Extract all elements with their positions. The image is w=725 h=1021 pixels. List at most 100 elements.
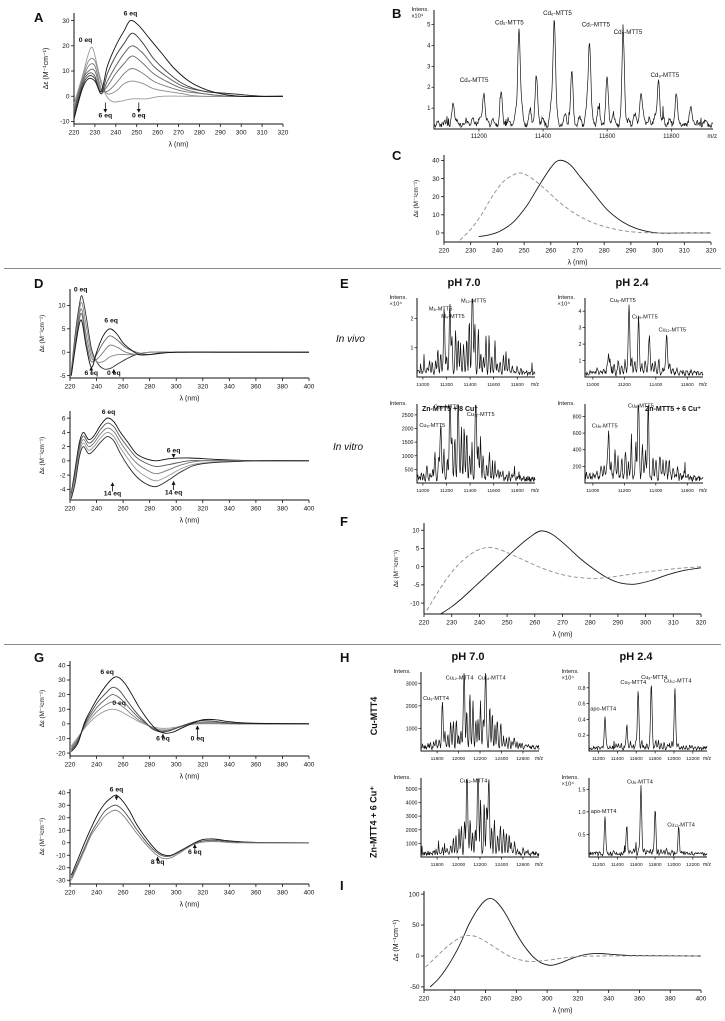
svg-text:320: 320 — [197, 762, 208, 769]
svg-text:5: 5 — [416, 546, 420, 553]
svg-text:300: 300 — [171, 506, 182, 513]
svg-text:30: 30 — [58, 677, 66, 684]
svg-text:11600: 11600 — [487, 488, 500, 494]
svg-text:10: 10 — [58, 827, 66, 834]
svg-text:0: 0 — [62, 840, 66, 847]
svg-text:5: 5 — [427, 23, 431, 29]
svg-text:2000: 2000 — [406, 828, 418, 834]
svg-text:12600: 12600 — [516, 862, 530, 868]
svg-text:11600: 11600 — [681, 488, 694, 494]
svg-text:220: 220 — [439, 248, 450, 255]
svg-text:600: 600 — [573, 431, 582, 437]
svg-text:340: 340 — [224, 384, 235, 391]
svg-text:0 eq: 0 eq — [74, 286, 88, 293]
svg-text:Intens.: Intens. — [390, 401, 408, 407]
svg-text:11400: 11400 — [611, 756, 624, 762]
svg-text:Cu₁₂-MTT5: Cu₁₂-MTT5 — [467, 412, 495, 418]
svg-text:340: 340 — [224, 506, 235, 513]
panel-e-mass-invivo-ph24: 11000 11200 11400 11600 1 2 3 4 m/z Intens.×10⁴ Cu… — [558, 295, 708, 388]
svg-text:0.8: 0.8 — [578, 686, 585, 692]
svg-text:0: 0 — [416, 564, 420, 571]
panel-label-a: A — [34, 10, 44, 25]
svg-text:4000: 4000 — [406, 801, 418, 807]
panel-c-cd-spectrum: 220 230 240 250 260 270 280 290 300 310 320 0 10 20 30… — [413, 155, 717, 266]
svg-text:310: 310 — [679, 248, 690, 255]
svg-text:310: 310 — [257, 130, 268, 137]
panel-h-mass-znmtt4-ph7: 11800 12000 12200 12400 12600 1000 2000 3000 400… — [394, 775, 544, 868]
svg-text:220: 220 — [65, 506, 76, 513]
svg-text:x10⁴: x10⁴ — [412, 13, 424, 20]
svg-text:Δε (M⁻¹cm⁻¹): Δε (M⁻¹cm⁻¹) — [39, 818, 46, 855]
panel-h-ph7-header: pH 7.0 — [451, 651, 485, 663]
svg-text:340: 340 — [603, 996, 614, 1003]
svg-text:m/z: m/z — [703, 862, 712, 868]
svg-text:12400: 12400 — [495, 756, 509, 762]
svg-text:2: 2 — [411, 316, 414, 322]
svg-text:-5: -5 — [414, 582, 420, 589]
svg-text:14 eq: 14 eq — [165, 489, 182, 496]
svg-text:240: 240 — [91, 384, 102, 391]
panel-a-cd-spectrum: 220 230 240 250 260 270 280 290 300 310 320 -10 0 10 2… — [43, 11, 289, 149]
svg-text:30: 30 — [62, 18, 70, 25]
svg-text:11200: 11200 — [440, 382, 453, 388]
svg-text:-10: -10 — [410, 600, 420, 607]
svg-text:220: 220 — [65, 762, 76, 769]
svg-text:320: 320 — [572, 996, 583, 1003]
svg-text:11000: 11000 — [416, 382, 429, 388]
svg-text:Cd₆-MTT5: Cd₆-MTT5 — [543, 10, 572, 17]
svg-text:0 eq: 0 eq — [132, 112, 146, 119]
svg-text:×10⁴: ×10⁴ — [562, 675, 575, 682]
svg-text:×10⁴: ×10⁴ — [390, 301, 403, 308]
svg-text:Cu₈-MTT5: Cu₈-MTT5 — [419, 423, 445, 429]
panel-e-mass-invitro-ph7: 11000 11200 11400 11600 11800 500 1000 1500 2000… — [390, 401, 540, 494]
panel-label-g: G — [34, 650, 45, 665]
svg-text:λ (nm): λ (nm) — [169, 142, 189, 149]
svg-text:11200: 11200 — [592, 862, 605, 868]
svg-text:1.0: 1.0 — [578, 810, 585, 816]
svg-text:11600: 11600 — [599, 134, 616, 140]
panel-f-cd-spectrum: 220 230 240 250 260 270 280 290 300 310 320 -10 -5 0 5… — [393, 523, 707, 638]
svg-text:220: 220 — [69, 130, 80, 137]
svg-text:Cd₉-MTT5: Cd₉-MTT5 — [651, 72, 680, 79]
svg-text:3: 3 — [579, 326, 582, 332]
svg-text:11400: 11400 — [649, 382, 662, 388]
svg-text:1: 1 — [579, 359, 582, 365]
svg-text:m/z: m/z — [699, 488, 708, 494]
svg-text:30: 30 — [58, 802, 66, 809]
svg-text:4: 4 — [427, 43, 431, 49]
svg-text:300: 300 — [236, 130, 247, 137]
svg-text:0: 0 — [416, 953, 420, 960]
svg-text:12200: 12200 — [473, 756, 487, 762]
svg-text:4: 4 — [62, 430, 66, 437]
svg-text:290: 290 — [612, 620, 623, 627]
svg-text:0: 0 — [62, 458, 66, 465]
svg-text:30: 30 — [432, 176, 440, 183]
svg-text:340: 340 — [224, 762, 235, 769]
svg-text:6: 6 — [62, 415, 66, 422]
svg-text:10: 10 — [58, 303, 66, 310]
svg-text:Cu₉-MTT5: Cu₉-MTT5 — [632, 315, 658, 321]
svg-text:12200: 12200 — [686, 756, 700, 762]
svg-text:Cu₁₂-MTT4: Cu₁₂-MTT4 — [667, 822, 695, 828]
svg-text:apo-MTT4: apo-MTT4 — [591, 809, 617, 815]
svg-text:230: 230 — [446, 620, 457, 627]
svg-text:11400: 11400 — [464, 382, 477, 388]
svg-text:6 eq: 6 eq — [99, 112, 113, 119]
svg-text:3000: 3000 — [406, 814, 418, 820]
svg-text:290: 290 — [215, 130, 226, 137]
svg-text:240: 240 — [91, 890, 102, 897]
svg-text:2000: 2000 — [406, 704, 418, 710]
svg-text:280: 280 — [144, 762, 155, 769]
svg-text:260: 260 — [152, 130, 163, 137]
svg-text:20: 20 — [58, 692, 66, 699]
svg-text:Cu₈-MTT5: Cu₈-MTT5 — [610, 298, 636, 304]
svg-text:280: 280 — [144, 384, 155, 391]
svg-text:6 eq: 6 eq — [110, 787, 124, 794]
svg-text:20: 20 — [62, 43, 70, 50]
panel-label-b: B — [392, 6, 402, 21]
svg-text:230: 230 — [465, 248, 476, 255]
svg-text:12400: 12400 — [495, 862, 509, 868]
panel-e-mass-invitro-ph24: 11000 11200 11400 11600 200 400 600 800 m/z Inten… — [558, 401, 708, 494]
svg-text:260: 260 — [118, 890, 129, 897]
svg-text:Δε (M⁻¹cm⁻¹): Δε (M⁻¹cm⁻¹) — [413, 180, 420, 217]
